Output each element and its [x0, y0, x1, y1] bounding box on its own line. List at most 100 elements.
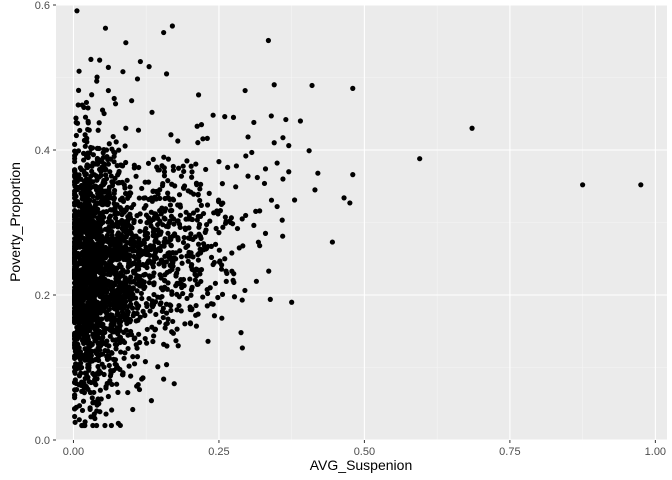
- data-point: [175, 138, 181, 144]
- data-point: [165, 156, 172, 162]
- data-point: [125, 345, 131, 352]
- data-point: [86, 367, 92, 373]
- data-point: [198, 122, 205, 128]
- data-point: [253, 278, 259, 284]
- data-point: [94, 320, 100, 326]
- data-point: [212, 241, 219, 247]
- data-point: [136, 164, 142, 171]
- data-point: [107, 156, 114, 162]
- data-point: [155, 221, 161, 228]
- data-point: [143, 301, 150, 307]
- data-point: [109, 350, 115, 356]
- data-point: [159, 293, 165, 300]
- data-point: [74, 8, 80, 14]
- data-point: [176, 192, 183, 198]
- data-point: [113, 365, 120, 371]
- data-point: [137, 314, 143, 320]
- data-point: [143, 226, 149, 232]
- data-point: [129, 98, 135, 104]
- data-point: [85, 216, 91, 223]
- data-point: [231, 271, 237, 277]
- data-point: [239, 216, 245, 222]
- data-point: [102, 25, 109, 31]
- data-point: [189, 174, 195, 180]
- data-point: [142, 359, 148, 365]
- data-point: [139, 295, 145, 302]
- data-point: [173, 338, 179, 344]
- data-point: [78, 382, 84, 389]
- data-point: [108, 312, 114, 318]
- data-point: [74, 245, 80, 251]
- data-point: [158, 211, 164, 217]
- data-point: [121, 329, 127, 335]
- data-point: [218, 266, 225, 272]
- data-point: [207, 285, 213, 291]
- data-point: [100, 334, 106, 340]
- data-point: [136, 236, 142, 242]
- data-point: [133, 300, 139, 307]
- data-point: [101, 271, 107, 278]
- data-point: [149, 259, 155, 265]
- data-point: [90, 400, 96, 406]
- data-point: [96, 279, 102, 285]
- x-tick-label: 0.00: [63, 446, 84, 458]
- data-point: [350, 172, 356, 178]
- data-point: [122, 143, 128, 149]
- data-point: [187, 321, 194, 327]
- data-point: [137, 339, 143, 346]
- data-point: [89, 341, 95, 348]
- data-point: [120, 198, 127, 204]
- data-point: [90, 222, 96, 228]
- data-point: [113, 215, 119, 221]
- data-point: [222, 220, 229, 226]
- data-point: [189, 261, 195, 268]
- data-point: [97, 57, 103, 63]
- data-point: [85, 350, 91, 357]
- data-point: [155, 227, 161, 233]
- data-point: [103, 209, 110, 215]
- data-point: [103, 172, 109, 178]
- data-point: [80, 353, 87, 359]
- data-point: [93, 350, 99, 356]
- data-point: [150, 156, 156, 162]
- data-point: [79, 422, 85, 429]
- data-point: [107, 327, 113, 333]
- data-point: [78, 370, 84, 376]
- data-point: [117, 422, 123, 429]
- data-point: [115, 389, 121, 395]
- data-point: [153, 196, 159, 202]
- data-point: [195, 241, 202, 247]
- data-point: [142, 284, 148, 290]
- data-point: [126, 246, 133, 253]
- data-point: [90, 263, 96, 269]
- data-point: [100, 329, 106, 335]
- data-point: [469, 125, 475, 131]
- data-point: [158, 285, 164, 291]
- data-point: [121, 339, 128, 346]
- data-point: [77, 165, 83, 171]
- data-point: [167, 218, 173, 224]
- data-point: [167, 255, 174, 261]
- data-point: [97, 347, 103, 353]
- data-point: [249, 149, 255, 156]
- data-point: [271, 82, 277, 88]
- data-point: [93, 305, 99, 311]
- data-point: [99, 159, 105, 165]
- data-point: [152, 238, 158, 244]
- data-point: [100, 154, 107, 161]
- data-point: [74, 237, 80, 243]
- data-point: [72, 220, 78, 227]
- data-point: [167, 234, 173, 240]
- data-point: [198, 278, 204, 285]
- data-point: [251, 222, 257, 228]
- data-point: [196, 231, 202, 237]
- data-point: [205, 338, 211, 344]
- data-point: [90, 233, 96, 239]
- data-point: [111, 250, 117, 257]
- data-point: [106, 306, 112, 313]
- data-point: [106, 141, 112, 147]
- data-point: [170, 197, 177, 203]
- data-point: [112, 341, 118, 348]
- data-point: [161, 215, 167, 221]
- data-point: [195, 191, 201, 197]
